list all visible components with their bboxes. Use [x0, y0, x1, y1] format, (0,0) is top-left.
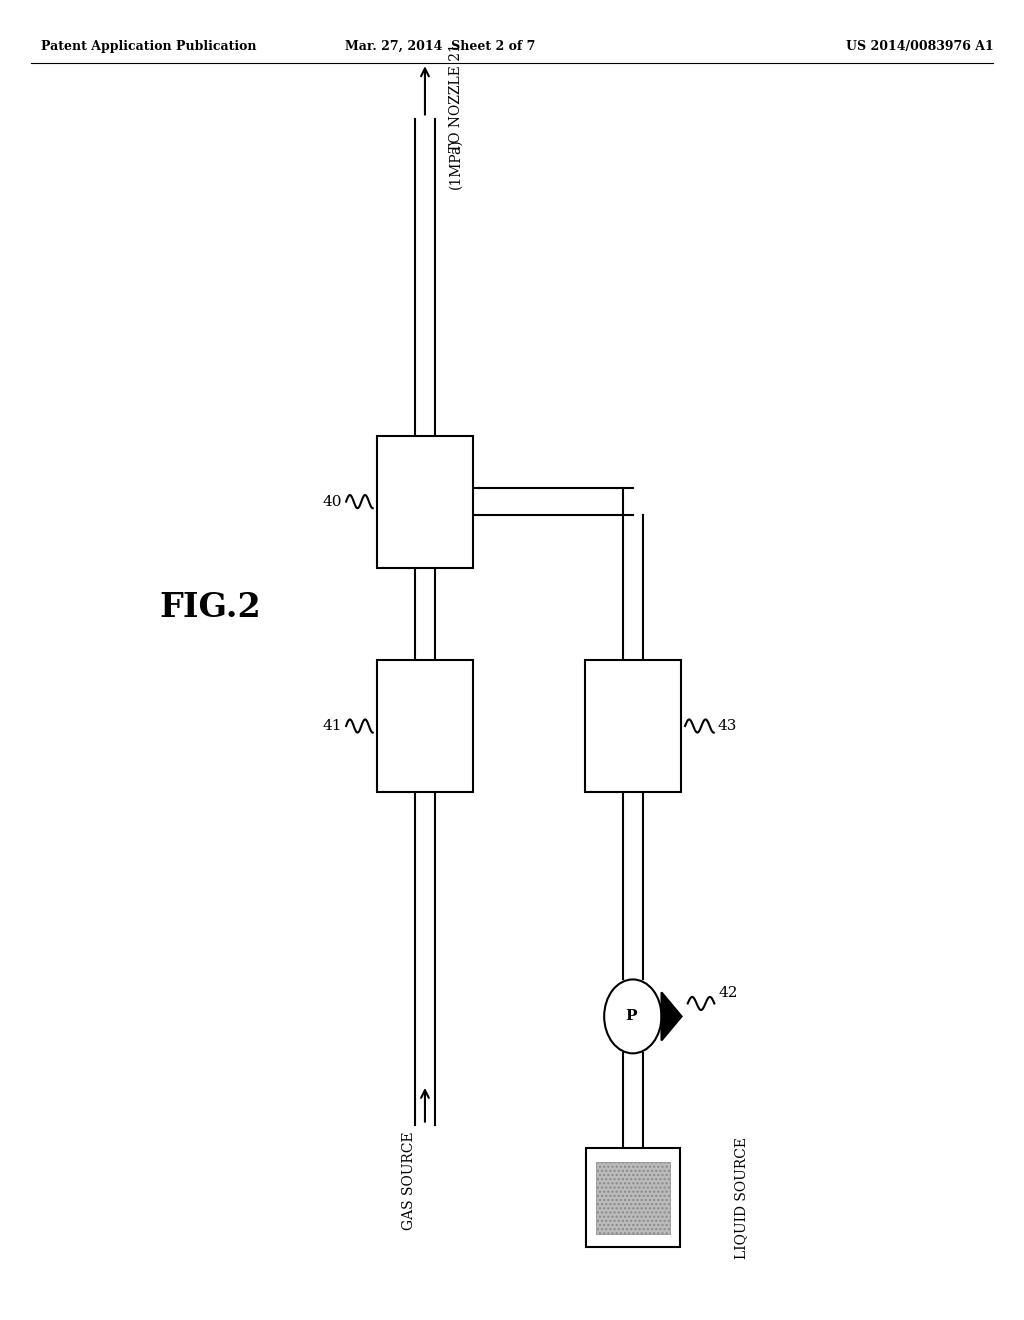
Text: P: P: [625, 1010, 637, 1023]
Text: (1MPa): (1MPa): [449, 139, 463, 189]
Bar: [377, 660, 473, 792]
Bar: [377, 436, 473, 568]
Text: Patent Application Publication: Patent Application Publication: [41, 40, 256, 53]
Text: LIQUID SOURCE: LIQUID SOURCE: [734, 1137, 749, 1259]
Text: 43: 43: [718, 719, 737, 733]
Text: US 2014/0083976 A1: US 2014/0083976 A1: [846, 40, 993, 53]
Bar: [596, 1162, 670, 1234]
Polygon shape: [662, 993, 682, 1040]
Text: 42: 42: [719, 986, 738, 1001]
Circle shape: [604, 979, 662, 1053]
Text: TO NOZZLE 21: TO NOZZLE 21: [449, 44, 463, 152]
Bar: [585, 660, 681, 792]
Text: 41: 41: [323, 719, 342, 733]
Text: GAS SOURCE: GAS SOURCE: [401, 1131, 416, 1230]
Bar: [586, 1148, 680, 1247]
Text: Mar. 27, 2014  Sheet 2 of 7: Mar. 27, 2014 Sheet 2 of 7: [345, 40, 536, 53]
Text: 40: 40: [323, 495, 342, 508]
Text: FIG.2: FIG.2: [159, 590, 261, 623]
